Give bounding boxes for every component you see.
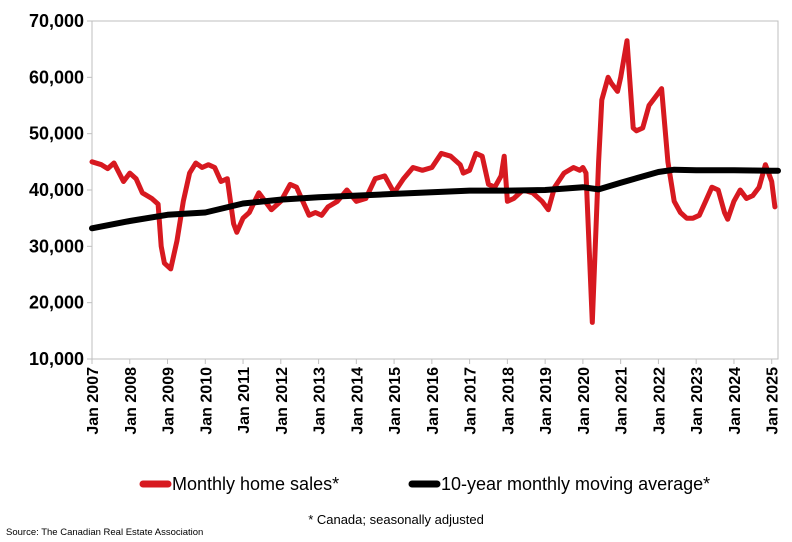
legend-label: Monthly home sales* — [172, 474, 339, 494]
source-note: Source: The Canadian Real Estate Associa… — [6, 527, 204, 538]
y-tick-label: 70,000 — [29, 11, 84, 31]
y-tick-label: 50,000 — [29, 124, 84, 144]
x-tick-label: Jan 2017 — [463, 367, 480, 435]
x-tick-label: Jan 2008 — [123, 367, 140, 435]
x-tick-label: Jan 2007 — [85, 367, 102, 435]
y-tick-label: 20,000 — [29, 293, 84, 313]
x-tick-label: Jan 2021 — [614, 367, 631, 435]
x-tick-label: Jan 2010 — [198, 367, 215, 435]
x-tick-label: Jan 2022 — [651, 367, 668, 435]
x-tick-label: Jan 2014 — [349, 367, 366, 435]
x-tick-label: Jan 2013 — [312, 367, 329, 435]
legend: Monthly home sales* 10-year monthly movin… — [139, 474, 710, 494]
x-tick-label: Jan 2018 — [500, 367, 517, 435]
footnote: * Canada; seasonally adjusted — [308, 512, 484, 527]
y-tick-label: 30,000 — [29, 236, 84, 256]
x-tick-label: Jan 2024 — [727, 367, 744, 435]
x-tick-label: Jan 2009 — [161, 367, 178, 435]
x-tick-label: Jan 2025 — [765, 367, 782, 435]
y-tick-label: 10,000 — [29, 349, 84, 369]
y-tick-label: 60,000 — [29, 67, 84, 87]
x-axis: Jan 2007 Jan 2008 Jan 2009 Jan 2010 Jan 2011… — [85, 359, 782, 435]
x-tick-label: Jan 2015 — [387, 367, 404, 435]
x-tick-label: Jan 2020 — [576, 367, 593, 435]
y-tick-label: 40,000 — [29, 180, 84, 200]
chart: 10,000 20,000 30,000 40,000 50,000 60,000 70,0… — [29, 11, 782, 494]
x-tick-label: Jan 2012 — [274, 367, 291, 435]
series-layer — [89, 38, 781, 325]
legend-label: 10-year monthly moving average* — [441, 474, 710, 494]
x-tick-label: Jan 2023 — [689, 367, 706, 435]
y-axis: 10,000 20,000 30,000 40,000 50,000 60,000 70,0… — [29, 11, 92, 369]
series-line-moving-average — [89, 166, 781, 232]
x-tick-label: Jan 2019 — [538, 367, 555, 435]
x-tick-label: Jan 2011 — [236, 367, 253, 434]
x-tick-label: Jan 2016 — [425, 367, 442, 435]
series-line-monthly-sales — [89, 38, 778, 325]
